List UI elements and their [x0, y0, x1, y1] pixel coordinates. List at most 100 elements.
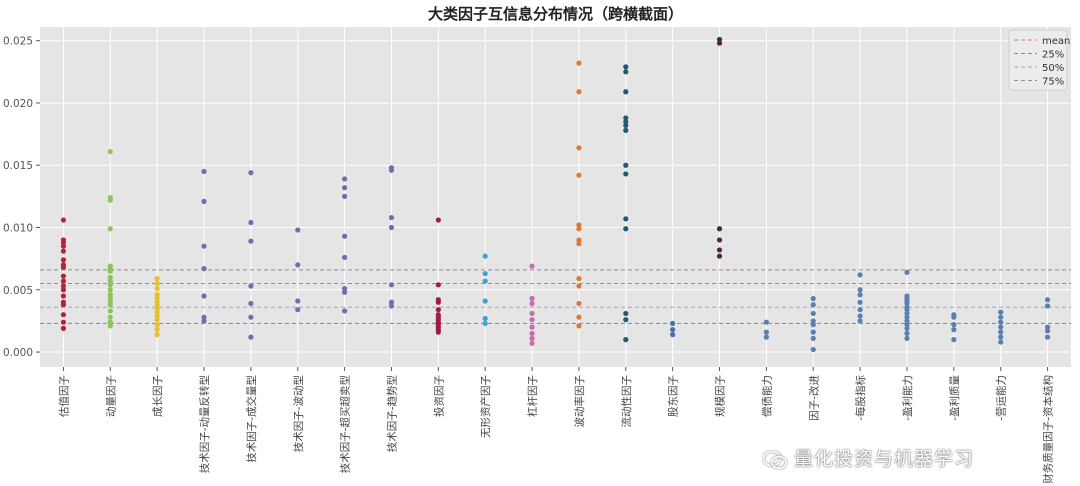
series-0: [60, 217, 67, 331]
data-point: [295, 262, 301, 268]
series-14: [716, 36, 723, 259]
data-point: [60, 217, 67, 223]
data-point: [623, 317, 629, 323]
data-point: [107, 323, 113, 329]
data-point: [60, 278, 67, 284]
data-point: [857, 307, 863, 313]
legend-label: 50%: [1042, 63, 1064, 74]
x-tick-label: 技术因子-超买超卖型: [339, 375, 352, 473]
legend-label: 25%: [1042, 50, 1064, 61]
data-point: [670, 320, 676, 327]
data-point: [388, 214, 395, 221]
data-point: [60, 325, 67, 331]
data-point: [248, 238, 254, 244]
data-point: [529, 330, 535, 336]
data-point: [154, 313, 160, 319]
data-point: [576, 60, 582, 66]
data-point: [1044, 324, 1051, 330]
data-point: [342, 254, 348, 261]
data-point: [107, 282, 113, 288]
data-point: [342, 176, 348, 182]
data-point: [576, 283, 582, 289]
series-18: [904, 269, 910, 341]
data-point: [154, 327, 160, 333]
watermark-text: 量化投资与机器学习: [794, 448, 975, 470]
data-point: [716, 237, 723, 243]
series-21: [1044, 297, 1051, 340]
data-point: [201, 314, 207, 320]
data-point: [998, 334, 1004, 340]
data-point: [435, 299, 441, 305]
series-17: [857, 272, 863, 324]
data-point: [154, 302, 160, 308]
data-point: [201, 293, 207, 299]
data-point: [763, 334, 769, 340]
data-point: [154, 285, 160, 292]
wechat-logo-icon: [762, 450, 787, 469]
data-point: [623, 115, 629, 121]
data-point: [904, 300, 910, 307]
y-tick-label: 0.010: [3, 223, 33, 235]
data-point: [107, 274, 113, 280]
x-tick-label: 财务质量因子-资本结构: [1042, 375, 1055, 484]
series-10: [529, 263, 535, 346]
watermark: 量化投资与机器学习: [762, 444, 974, 471]
data-point: [248, 334, 254, 340]
data-point: [435, 329, 441, 335]
data-point: [107, 319, 113, 325]
data-point: [435, 282, 441, 288]
data-point: [857, 318, 863, 324]
data-point: [107, 148, 113, 155]
data-point: [482, 298, 488, 304]
data-point: [60, 239, 67, 246]
data-point: [623, 127, 629, 133]
data-point: [529, 300, 535, 307]
x-tick-label: -盈利能力: [901, 375, 914, 421]
data-point: [670, 332, 676, 338]
series-5: [295, 227, 301, 313]
data-point: [342, 308, 348, 314]
data-point: [904, 269, 910, 275]
data-point: [107, 278, 113, 284]
data-point: [810, 322, 816, 328]
data-point: [529, 324, 535, 330]
data-point: [998, 309, 1004, 315]
legend-label: 75%: [1042, 77, 1064, 88]
data-point: [904, 318, 910, 324]
data-point: [998, 329, 1004, 335]
data-point: [810, 346, 816, 353]
data-point: [107, 197, 113, 203]
data-point: [342, 185, 348, 191]
data-point: [1044, 328, 1051, 334]
series-20: [998, 309, 1004, 345]
x-tick-label: -盈利质量: [949, 375, 961, 421]
data-point: [60, 283, 67, 289]
data-point: [60, 264, 67, 270]
data-point: [295, 298, 301, 304]
data-point: [435, 307, 441, 313]
data-point: [60, 273, 67, 279]
y-tick-label: 0.000: [3, 347, 33, 359]
x-tick-label: 因子-改进: [807, 375, 820, 421]
data-point: [60, 243, 67, 249]
data-point: [248, 314, 254, 320]
data-point: [60, 293, 67, 299]
data-point: [576, 314, 582, 320]
data-point: [529, 263, 535, 269]
x-tick-label: 规模因子: [714, 375, 727, 417]
data-point: [623, 226, 629, 232]
data-point: [248, 219, 254, 226]
chart-title: 大类因子互信息分布情况（跨横截面）: [428, 5, 683, 23]
data-point: [201, 243, 207, 249]
data-point: [576, 323, 582, 329]
x-tick-label: -营运能力: [995, 375, 1008, 421]
data-point: [810, 302, 816, 308]
data-point: [482, 270, 488, 277]
data-point: [60, 248, 67, 254]
data-point: [576, 241, 582, 247]
x-tick-label: 波动率因子: [573, 375, 586, 428]
series-16: [810, 295, 816, 353]
data-point: [716, 247, 723, 253]
data-point: [623, 337, 629, 343]
y-tick-label: 0.015: [3, 160, 33, 172]
